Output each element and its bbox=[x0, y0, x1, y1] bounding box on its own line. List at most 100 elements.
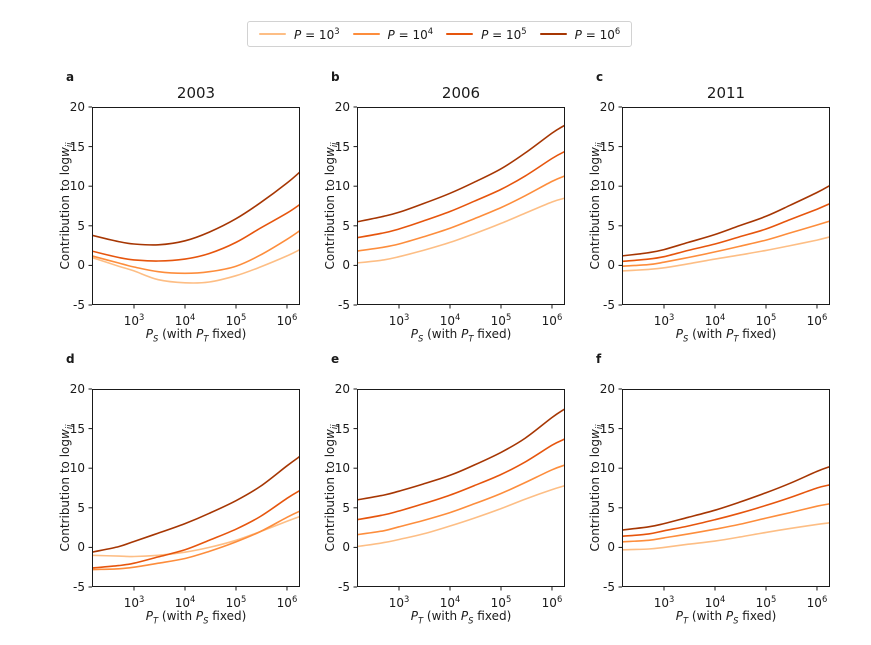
series-line-e-1 bbox=[357, 464, 565, 536]
axes-frame bbox=[357, 107, 565, 305]
series-line-c-3 bbox=[622, 184, 830, 257]
panel-label-a: a bbox=[66, 70, 75, 84]
legend-item-2: P = 105 bbox=[446, 26, 527, 42]
x-tick-label: 105 bbox=[225, 312, 247, 328]
x-tick-label: 104 bbox=[704, 312, 726, 328]
x-tick-label: 105 bbox=[490, 594, 512, 610]
x-tick-label: 106 bbox=[276, 312, 298, 328]
y-tick-label: 20 bbox=[69, 100, 85, 114]
y-tick-label: -5 bbox=[73, 298, 85, 312]
legend-label: P = 103 bbox=[294, 26, 340, 42]
series-line-c-2 bbox=[622, 202, 830, 263]
y-tick-label: 10 bbox=[334, 179, 350, 194]
panel-title-c: 2011 bbox=[706, 84, 746, 102]
series-line-f-0 bbox=[622, 522, 830, 551]
x-tick-label: 106 bbox=[806, 594, 828, 610]
series-line-a-3 bbox=[92, 171, 300, 246]
y-axis-label-d: Contribution to logwij bbox=[57, 424, 75, 552]
plot-area-b bbox=[353, 106, 565, 309]
y-tick-label: 15 bbox=[599, 421, 615, 436]
series-line-d-3 bbox=[92, 455, 300, 553]
plot-area-d bbox=[88, 388, 300, 591]
y-tick-label: 0 bbox=[342, 540, 350, 555]
panel-label-e: e bbox=[331, 352, 340, 366]
legend-line-swatch bbox=[352, 33, 380, 35]
series-line-e-2 bbox=[357, 438, 565, 521]
series-line-c-1 bbox=[622, 220, 830, 267]
series-line-f-1 bbox=[622, 503, 830, 543]
y-axis-label-f: Contribution to logwij bbox=[587, 424, 605, 552]
x-tick-label: 103 bbox=[388, 312, 410, 328]
x-tick-label: 104 bbox=[174, 312, 196, 328]
y-tick-label: -5 bbox=[603, 298, 615, 312]
x-axis-label-e: PT (with PS fixed) bbox=[410, 609, 512, 626]
panel-title-b: 2006 bbox=[441, 84, 481, 102]
y-tick-label: 0 bbox=[77, 540, 85, 555]
y-tick-label: 20 bbox=[69, 382, 85, 396]
series-line-c-0 bbox=[622, 236, 830, 272]
series-line-b-1 bbox=[357, 175, 565, 252]
x-tick-label: 104 bbox=[439, 312, 461, 328]
y-tick-label: -5 bbox=[338, 580, 350, 594]
axes-frame bbox=[622, 389, 830, 587]
legend-item-0: P = 103 bbox=[259, 26, 340, 42]
series-line-f-2 bbox=[622, 484, 830, 538]
series-line-b-2 bbox=[357, 150, 565, 239]
x-axis-label-d: PT (with PS fixed) bbox=[145, 609, 247, 626]
y-tick-label: 20 bbox=[334, 100, 350, 114]
y-tick-label: 10 bbox=[69, 179, 85, 194]
x-tick-label: 103 bbox=[653, 312, 675, 328]
y-tick-label: 5 bbox=[342, 218, 350, 233]
x-tick-label: 103 bbox=[653, 594, 675, 610]
series-line-d-1 bbox=[92, 510, 300, 571]
x-axis-label-b: PS (with PT fixed) bbox=[410, 327, 512, 344]
y-tick-label: 20 bbox=[599, 382, 615, 396]
x-tick-label: 104 bbox=[439, 594, 461, 610]
legend: P = 103 P = 104 P = 105 P = 106 bbox=[247, 21, 633, 47]
x-tick-label: 106 bbox=[541, 594, 563, 610]
legend-line-swatch bbox=[259, 33, 286, 35]
panel-label-f: f bbox=[596, 352, 602, 366]
x-tick-label: 103 bbox=[388, 594, 410, 610]
axes-frame bbox=[357, 389, 565, 587]
y-tick-label: 15 bbox=[69, 139, 85, 154]
y-tick-label: 0 bbox=[342, 258, 350, 273]
y-tick-label: 0 bbox=[77, 258, 85, 273]
y-tick-label: 5 bbox=[607, 218, 615, 233]
y-tick-label: 0 bbox=[607, 258, 615, 273]
x-tick-label: 105 bbox=[755, 312, 777, 328]
x-tick-label: 103 bbox=[123, 312, 145, 328]
y-tick-label: 15 bbox=[334, 139, 350, 154]
y-tick-label: 10 bbox=[599, 179, 615, 194]
y-tick-label: 10 bbox=[334, 461, 350, 476]
legend-item-1: P = 104 bbox=[352, 26, 433, 42]
y-tick-label: 5 bbox=[607, 500, 615, 515]
plot-area-e bbox=[353, 388, 565, 591]
x-axis-label-c: PS (with PT fixed) bbox=[675, 327, 777, 344]
y-tick-label: 5 bbox=[342, 500, 350, 515]
y-tick-label: 5 bbox=[77, 500, 85, 515]
series-line-a-0 bbox=[92, 248, 300, 284]
panel-label-b: b bbox=[331, 70, 340, 84]
plot-area-f bbox=[618, 388, 830, 591]
series-line-a-2 bbox=[92, 203, 300, 262]
y-tick-label: 15 bbox=[599, 139, 615, 154]
x-tick-label: 104 bbox=[174, 594, 196, 610]
y-axis-label-b: Contribution to logwij bbox=[322, 142, 340, 270]
x-axis-label-f: PT (with PS fixed) bbox=[675, 609, 777, 626]
axes-frame bbox=[92, 107, 300, 305]
series-line-e-0 bbox=[357, 484, 565, 548]
series-line-a-1 bbox=[92, 229, 300, 275]
x-tick-label: 105 bbox=[225, 594, 247, 610]
y-tick-label: 20 bbox=[599, 100, 615, 114]
axes-frame bbox=[92, 389, 300, 587]
panel-title-a: 2003 bbox=[176, 84, 216, 102]
legend-line-swatch bbox=[539, 33, 567, 35]
legend-label: P = 105 bbox=[481, 26, 527, 42]
y-tick-label: 10 bbox=[599, 461, 615, 476]
panel-label-c: c bbox=[596, 70, 604, 84]
x-tick-label: 106 bbox=[276, 594, 298, 610]
x-tick-label: 106 bbox=[541, 312, 563, 328]
series-line-f-3 bbox=[622, 465, 830, 531]
series-line-d-0 bbox=[92, 515, 300, 558]
